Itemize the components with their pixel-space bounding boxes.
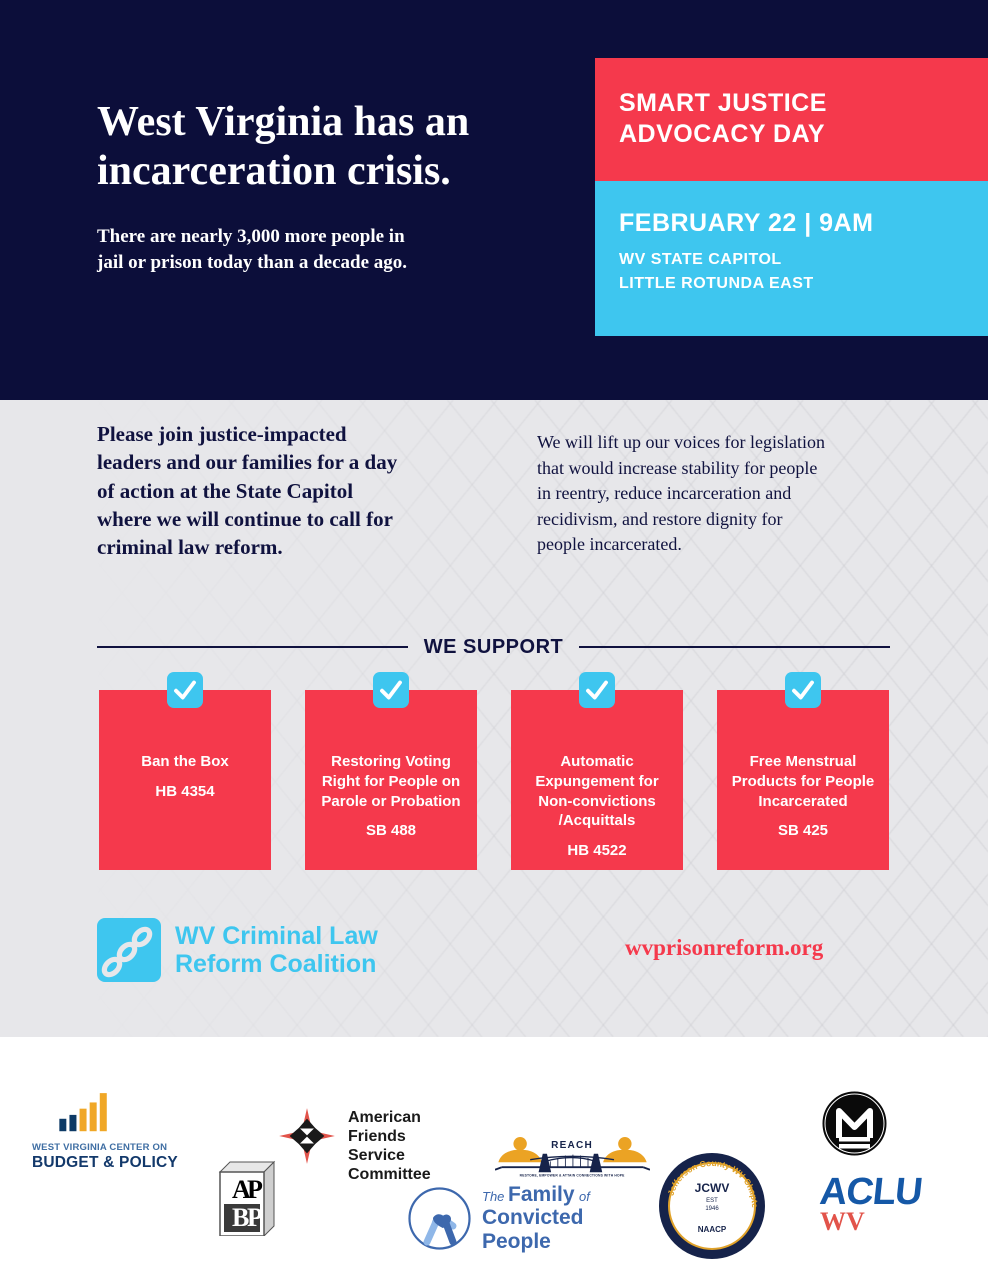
svg-text:JCWV: JCWV	[695, 1181, 730, 1195]
svg-text:RESTORE, EMPOWER & ATTAIN CONN: RESTORE, EMPOWER & ATTAIN CONNECTIONS WI…	[520, 1173, 626, 1177]
svg-text:P: P	[247, 1175, 263, 1204]
svg-text:EST: EST	[706, 1198, 718, 1204]
svg-text:1946: 1946	[705, 1206, 719, 1212]
svg-text:REACH: REACH	[551, 1140, 593, 1151]
svg-text:NAACP: NAACP	[698, 1225, 727, 1234]
svg-text:P: P	[247, 1203, 263, 1232]
